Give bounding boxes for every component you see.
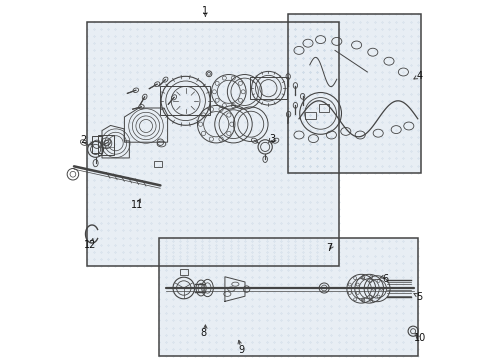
Bar [305,112,316,119]
Text: 6: 6 [382,274,389,284]
Text: 10: 10 [414,333,426,343]
Bar [180,269,188,275]
Bar [154,161,162,167]
Bar [288,14,421,173]
Text: 7: 7 [326,243,333,253]
Text: 8: 8 [200,328,207,338]
Text: 2: 2 [80,135,87,145]
Bar [159,238,418,356]
Bar [160,86,210,115]
Bar [87,22,339,266]
Bar [319,104,329,112]
Bar [288,14,421,173]
Bar [159,238,418,356]
Text: 3: 3 [269,134,275,144]
Text: 5: 5 [416,292,423,302]
Text: 9: 9 [238,345,245,355]
Text: 4: 4 [416,71,423,81]
Text: 11: 11 [131,200,143,210]
Bar [250,77,287,99]
Bar [87,22,339,266]
Text: 12: 12 [84,240,97,250]
Bar [98,135,114,155]
Text: 1: 1 [202,6,208,16]
